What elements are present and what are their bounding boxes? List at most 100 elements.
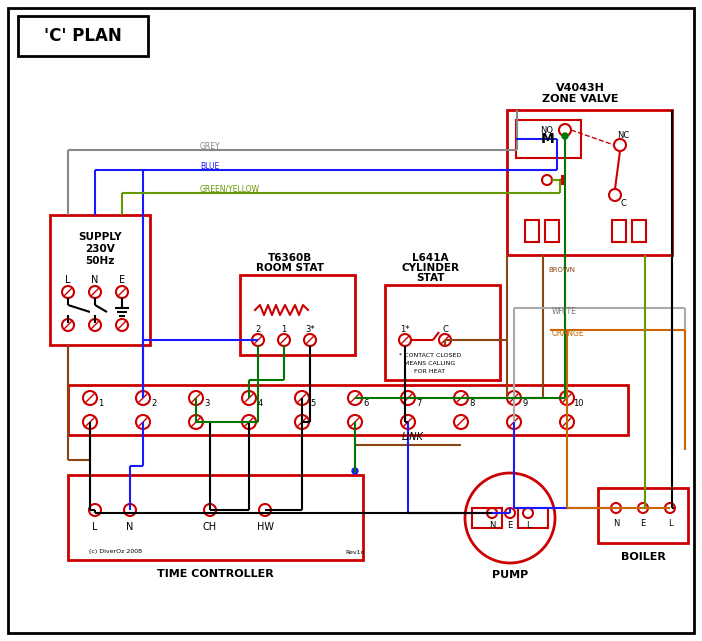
- Bar: [598, 488, 688, 543]
- Bar: [472, 508, 502, 528]
- Bar: [68, 475, 363, 560]
- Text: 9: 9: [522, 399, 528, 408]
- Circle shape: [523, 508, 533, 518]
- Text: BROWN: BROWN: [548, 267, 575, 273]
- Bar: [632, 220, 646, 242]
- Circle shape: [89, 504, 101, 516]
- Text: 1*: 1*: [400, 324, 410, 333]
- Text: LINK: LINK: [402, 432, 424, 442]
- Circle shape: [401, 415, 415, 429]
- Circle shape: [83, 391, 97, 405]
- Circle shape: [295, 415, 309, 429]
- Bar: [516, 120, 581, 158]
- Text: 10: 10: [573, 399, 583, 408]
- Text: 4: 4: [258, 399, 263, 408]
- Text: GREY: GREY: [200, 142, 220, 151]
- Text: GREEN/YELLOW: GREEN/YELLOW: [200, 185, 260, 194]
- Bar: [240, 275, 355, 355]
- Text: 8: 8: [470, 399, 475, 408]
- Text: 5: 5: [310, 399, 316, 408]
- Text: 2: 2: [152, 399, 157, 408]
- Circle shape: [439, 334, 451, 346]
- Text: L: L: [92, 522, 98, 532]
- Circle shape: [348, 391, 362, 405]
- Circle shape: [560, 415, 574, 429]
- Text: L: L: [526, 522, 530, 531]
- Text: * CONTACT CLOSED: * CONTACT CLOSED: [399, 353, 461, 358]
- Circle shape: [278, 334, 290, 346]
- Text: (c) DiverOz 2008: (c) DiverOz 2008: [88, 549, 142, 554]
- Text: N: N: [613, 519, 619, 528]
- Text: NC: NC: [617, 131, 629, 140]
- Circle shape: [399, 334, 411, 346]
- Circle shape: [252, 334, 264, 346]
- Text: C: C: [620, 199, 626, 208]
- Text: CH: CH: [203, 522, 217, 532]
- Circle shape: [136, 391, 150, 405]
- Circle shape: [542, 175, 552, 185]
- Text: N: N: [489, 522, 495, 531]
- Text: ORANGE: ORANGE: [552, 328, 585, 338]
- Circle shape: [304, 334, 316, 346]
- Text: Rev1d: Rev1d: [345, 549, 365, 554]
- Text: TIME CONTROLLER: TIME CONTROLLER: [157, 569, 273, 579]
- Bar: [507, 110, 672, 255]
- Text: 'C' PLAN: 'C' PLAN: [44, 27, 122, 45]
- Circle shape: [352, 468, 358, 474]
- Circle shape: [505, 508, 515, 518]
- Circle shape: [89, 319, 101, 331]
- Bar: [545, 220, 559, 242]
- Circle shape: [62, 319, 74, 331]
- Circle shape: [507, 415, 521, 429]
- Text: N: N: [126, 522, 133, 532]
- Text: WHITE: WHITE: [552, 306, 577, 315]
- Circle shape: [609, 189, 621, 201]
- Text: ZONE VALVE: ZONE VALVE: [542, 94, 618, 104]
- Bar: [385, 285, 500, 380]
- Text: T6360B: T6360B: [268, 253, 312, 263]
- Text: 6: 6: [364, 399, 369, 408]
- Text: 230V: 230V: [85, 244, 115, 254]
- Circle shape: [124, 504, 136, 516]
- Text: PUMP: PUMP: [492, 570, 528, 580]
- Text: L: L: [668, 519, 673, 528]
- Bar: [518, 508, 548, 528]
- Bar: [525, 220, 539, 242]
- Text: 7: 7: [416, 399, 422, 408]
- Circle shape: [83, 415, 97, 429]
- Text: CYLINDER: CYLINDER: [401, 263, 459, 273]
- Circle shape: [614, 139, 626, 151]
- Text: 1: 1: [98, 399, 104, 408]
- Circle shape: [465, 473, 555, 563]
- Text: 2: 2: [256, 324, 260, 333]
- Circle shape: [189, 391, 203, 405]
- Circle shape: [560, 391, 574, 405]
- Circle shape: [116, 319, 128, 331]
- Text: V4043H: V4043H: [555, 83, 604, 93]
- Text: M: M: [541, 132, 555, 146]
- Circle shape: [189, 415, 203, 429]
- Circle shape: [136, 415, 150, 429]
- Circle shape: [242, 415, 256, 429]
- Circle shape: [89, 286, 101, 298]
- Circle shape: [62, 286, 74, 298]
- Circle shape: [204, 504, 216, 516]
- Text: 3*: 3*: [305, 324, 314, 333]
- Circle shape: [562, 133, 568, 139]
- Text: BOILER: BOILER: [621, 552, 665, 562]
- Text: ROOM STAT: ROOM STAT: [256, 263, 324, 273]
- Text: E: E: [640, 519, 646, 528]
- Bar: [68, 385, 628, 435]
- Text: E: E: [508, 522, 512, 531]
- Circle shape: [487, 508, 497, 518]
- Circle shape: [559, 124, 571, 136]
- Text: C: C: [442, 324, 448, 333]
- Circle shape: [507, 391, 521, 405]
- Text: L641A: L641A: [412, 253, 449, 263]
- Bar: [50, 215, 150, 345]
- Text: 3: 3: [204, 399, 210, 408]
- Text: BLUE: BLUE: [200, 162, 219, 171]
- Circle shape: [116, 286, 128, 298]
- Text: HW: HW: [256, 522, 274, 532]
- Circle shape: [401, 391, 415, 405]
